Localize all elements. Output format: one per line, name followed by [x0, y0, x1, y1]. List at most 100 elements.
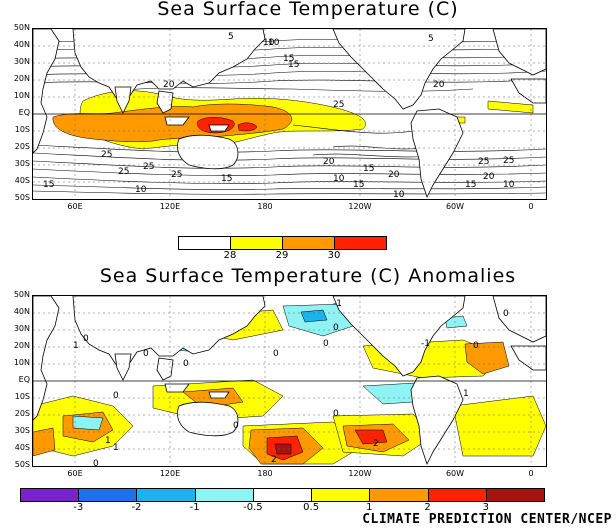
new-guinea — [208, 391, 230, 399]
colorbar-swatch — [427, 488, 487, 502]
lat-label: 50S — [14, 460, 30, 469]
contour-label: 0 — [233, 421, 239, 431]
contour-label: 10 — [263, 38, 275, 48]
west-africa — [510, 345, 546, 371]
lat-label: 10S — [14, 392, 30, 401]
lat-label: 20S — [14, 142, 30, 151]
contour-label: 10 — [268, 38, 280, 48]
australia — [177, 134, 239, 170]
contour-label: 15 — [283, 54, 294, 64]
contour-label: 1 — [463, 389, 469, 399]
contour-label: 0 — [333, 409, 339, 419]
lat-label: 30N — [13, 57, 30, 66]
colorbar-swatch — [369, 488, 429, 502]
lat-label: 20N — [13, 341, 30, 350]
lat-label: 50N — [13, 290, 30, 299]
contour-label: 2 — [373, 439, 379, 449]
anom-neg-3 — [72, 415, 104, 431]
contour-label: 25 — [101, 150, 112, 160]
colorbar-swatch — [78, 488, 138, 502]
anom-1-4 — [464, 341, 510, 375]
africa — [33, 296, 60, 421]
contour-label: 20 — [163, 80, 175, 90]
south-america — [410, 108, 464, 199]
colorbar-tick: 2 — [424, 502, 431, 513]
colorbar-tick: 29 — [275, 250, 289, 261]
contour-label: 0 — [323, 339, 329, 349]
warm-31-b — [237, 122, 258, 132]
indonesia — [164, 383, 190, 393]
contour-label: 0 — [473, 341, 479, 351]
contour-label: 0 — [273, 349, 279, 359]
colorbar-tick: -3 — [73, 502, 84, 513]
contour-label: 0 — [113, 391, 119, 401]
lat-label: 10S — [14, 125, 30, 134]
colorbar-swatch — [311, 488, 371, 502]
contour-label: 15 — [353, 180, 364, 190]
lon-label: 0 — [528, 469, 534, 478]
north-america — [332, 29, 466, 110]
indonesia — [164, 116, 190, 126]
colorbar-tick: -2 — [131, 502, 142, 513]
anomaly-graticule — [33, 296, 546, 466]
contour-label: 0 — [333, 323, 339, 333]
colorbar-tick: 30 — [327, 250, 341, 261]
colorbar-tick: 28 — [223, 250, 237, 261]
india — [114, 86, 132, 114]
lat-label: 30N — [13, 324, 30, 333]
lat-label: EQ — [18, 375, 30, 384]
lon-label: 60W — [445, 469, 465, 478]
contour-label: 0 — [93, 459, 99, 466]
contour-label: 1 — [105, 436, 111, 446]
colorbar-swatch — [334, 236, 387, 250]
north-america — [332, 296, 466, 377]
contour-label: 25 — [333, 100, 344, 110]
lon-label: 60W — [445, 202, 465, 211]
india — [114, 353, 132, 381]
lon-label: 60E — [67, 202, 83, 211]
contour-label: 15 — [288, 60, 299, 70]
contour-label: -1 — [421, 339, 430, 349]
lat-label: 50N — [13, 23, 30, 32]
se-asia — [156, 90, 174, 114]
lon-label: 120E — [159, 469, 181, 478]
lon-label: 60E — [67, 469, 83, 478]
colorbar-swatch — [230, 236, 283, 250]
lon-label: 120W — [348, 202, 372, 211]
lon-label: 120W — [348, 469, 372, 478]
colorbar-tick: 1 — [366, 502, 373, 513]
contour-label: 25 — [118, 167, 129, 177]
contour-label: 20 — [388, 170, 400, 180]
contour-label: 15 — [465, 180, 476, 190]
europe-west — [492, 296, 546, 343]
lat-label: 10N — [13, 358, 30, 367]
contour-label: 5 — [228, 32, 234, 42]
anom-neg-5 — [444, 315, 468, 329]
colorbar-tick: 0.5 — [303, 502, 320, 513]
contour-label: 1 — [113, 443, 119, 453]
contour-label: -1 — [333, 299, 342, 309]
warm-29-atlantic — [487, 100, 534, 114]
contour-label: 15 — [221, 174, 232, 184]
contour-label: 15 — [43, 180, 54, 190]
contour-label: 15 — [363, 164, 374, 174]
colorbar-tick: -1 — [189, 502, 200, 513]
lat-label: 20N — [13, 74, 30, 83]
colorbar-swatch — [194, 488, 254, 502]
colorbar-tick: -0.5 — [243, 502, 263, 513]
lat-label: EQ — [18, 108, 30, 117]
lat-label: 40S — [14, 443, 30, 452]
contour-label: 2 — [271, 455, 277, 465]
colorbar-swatch — [136, 488, 196, 502]
contour-label: 0 — [143, 349, 149, 359]
colorbar-swatch — [252, 488, 313, 502]
sst-anomaly-map: 0 0 -1 0 1 0 0 1 0 0 1 0 0 2 0 1 2 0 -1 0 — [32, 295, 547, 467]
contour-label: 1 — [73, 341, 79, 351]
colorbar-swatch — [20, 488, 80, 502]
contour-label: 10 — [393, 190, 405, 199]
contour-label: 25 — [171, 170, 182, 180]
west-africa — [510, 78, 546, 104]
